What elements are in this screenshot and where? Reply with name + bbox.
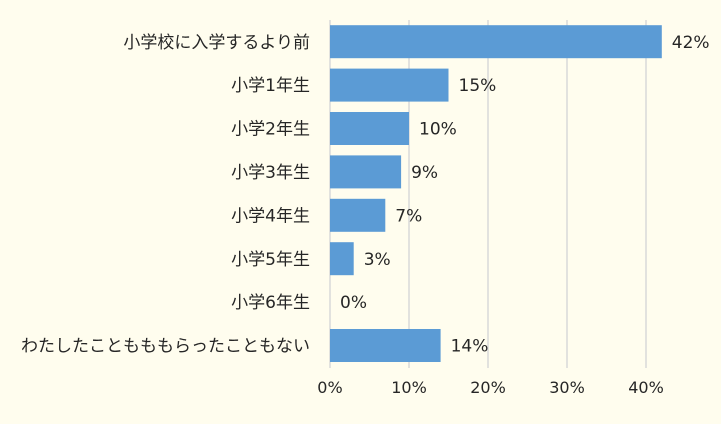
category-label-3: 小学3年生 <box>231 163 310 183</box>
bar-2 <box>330 112 409 145</box>
category-label-0: 小学校に入学するより前 <box>123 33 310 53</box>
category-label-6: 小学6年生 <box>231 293 310 313</box>
bar-3 <box>330 155 402 189</box>
x-tick-label-10: 10% <box>391 378 427 397</box>
x-tick-label-40: 40% <box>628 378 664 397</box>
bar-0 <box>330 25 662 59</box>
x-axis-tick-labels: 0% 10% 20% 30% 40% <box>317 378 663 397</box>
category-label-4: 小学4年生 <box>231 206 310 226</box>
category-label-2: 小学2年生 <box>231 120 310 140</box>
data-label-6: 0% <box>340 293 367 313</box>
data-label-5: 3% <box>364 250 391 270</box>
category-labels: 小学校に入学するより前小学1年生小学2年生小学3年生小学4年生小学5年生小学6年… <box>21 33 310 357</box>
data-label-0: 42% <box>672 33 710 53</box>
data-label-3: 9% <box>411 163 438 183</box>
data-label-7: 14% <box>451 337 489 357</box>
data-labels: 42% 15% 10% 9% 7% 3% 0% 14% <box>340 33 710 357</box>
data-label-4: 7% <box>395 206 422 226</box>
bars <box>330 25 662 362</box>
data-label-2: 10% <box>419 120 457 140</box>
category-label-1: 小学1年生 <box>231 76 310 96</box>
category-label-7: わたしたこともももらったこともない <box>21 337 310 357</box>
x-tick-label-20: 20% <box>470 378 506 397</box>
category-label-5: 小学5年生 <box>231 250 310 270</box>
bar-1 <box>330 68 449 102</box>
x-tick-label-30: 30% <box>549 378 585 397</box>
bar-7 <box>330 329 441 362</box>
data-label-1: 15% <box>459 76 497 96</box>
bar-4 <box>330 198 386 232</box>
x-tick-label-0: 0% <box>317 378 342 397</box>
bar-5 <box>330 242 354 276</box>
